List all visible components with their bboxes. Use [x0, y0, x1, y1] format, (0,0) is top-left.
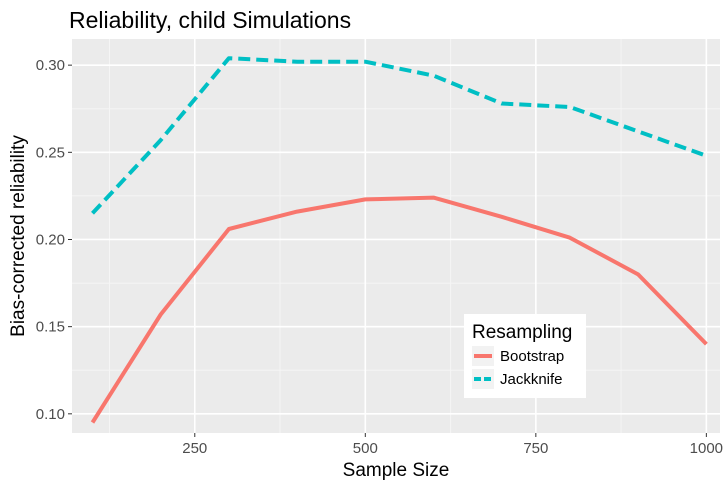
x-tick-label: 250 — [182, 440, 207, 457]
legend: Resampling Bootstrap Jackknife — [464, 314, 586, 398]
plot-panel — [72, 39, 720, 433]
legend-title: Resampling — [472, 322, 572, 343]
x-tick-label: 1000 — [690, 440, 723, 457]
y-tick-label: 0.20 — [36, 231, 65, 248]
y-tick-label: 0.30 — [36, 57, 65, 74]
legend-items: Bootstrap Jackknife — [472, 346, 564, 389]
legend-key-jackknife — [472, 369, 494, 389]
chart-title: Reliability, child Simulations — [69, 7, 351, 33]
major-grid — [72, 39, 720, 433]
y-axis-title: Bias-corrected reliability — [8, 135, 29, 337]
series-line-jackknife — [91, 56, 708, 215]
series-layer — [90, 56, 708, 424]
y-axis: 0.10 0.15 0.20 0.25 0.30 — [36, 57, 72, 423]
series-line-bootstrap — [90, 195, 708, 424]
legend-label-jackknife: Jackknife — [500, 371, 563, 388]
y-tick-label: 0.10 — [36, 406, 65, 423]
x-tick-label: 500 — [353, 440, 378, 457]
x-tick-label: 750 — [523, 440, 548, 457]
x-axis-title: Sample Size — [343, 460, 450, 481]
y-tick-label: 0.25 — [36, 144, 65, 161]
legend-label-bootstrap: Bootstrap — [500, 348, 564, 365]
minor-grid — [72, 39, 720, 433]
x-axis: 250 500 750 1000 — [182, 433, 723, 457]
y-tick-label: 0.15 — [36, 319, 65, 336]
